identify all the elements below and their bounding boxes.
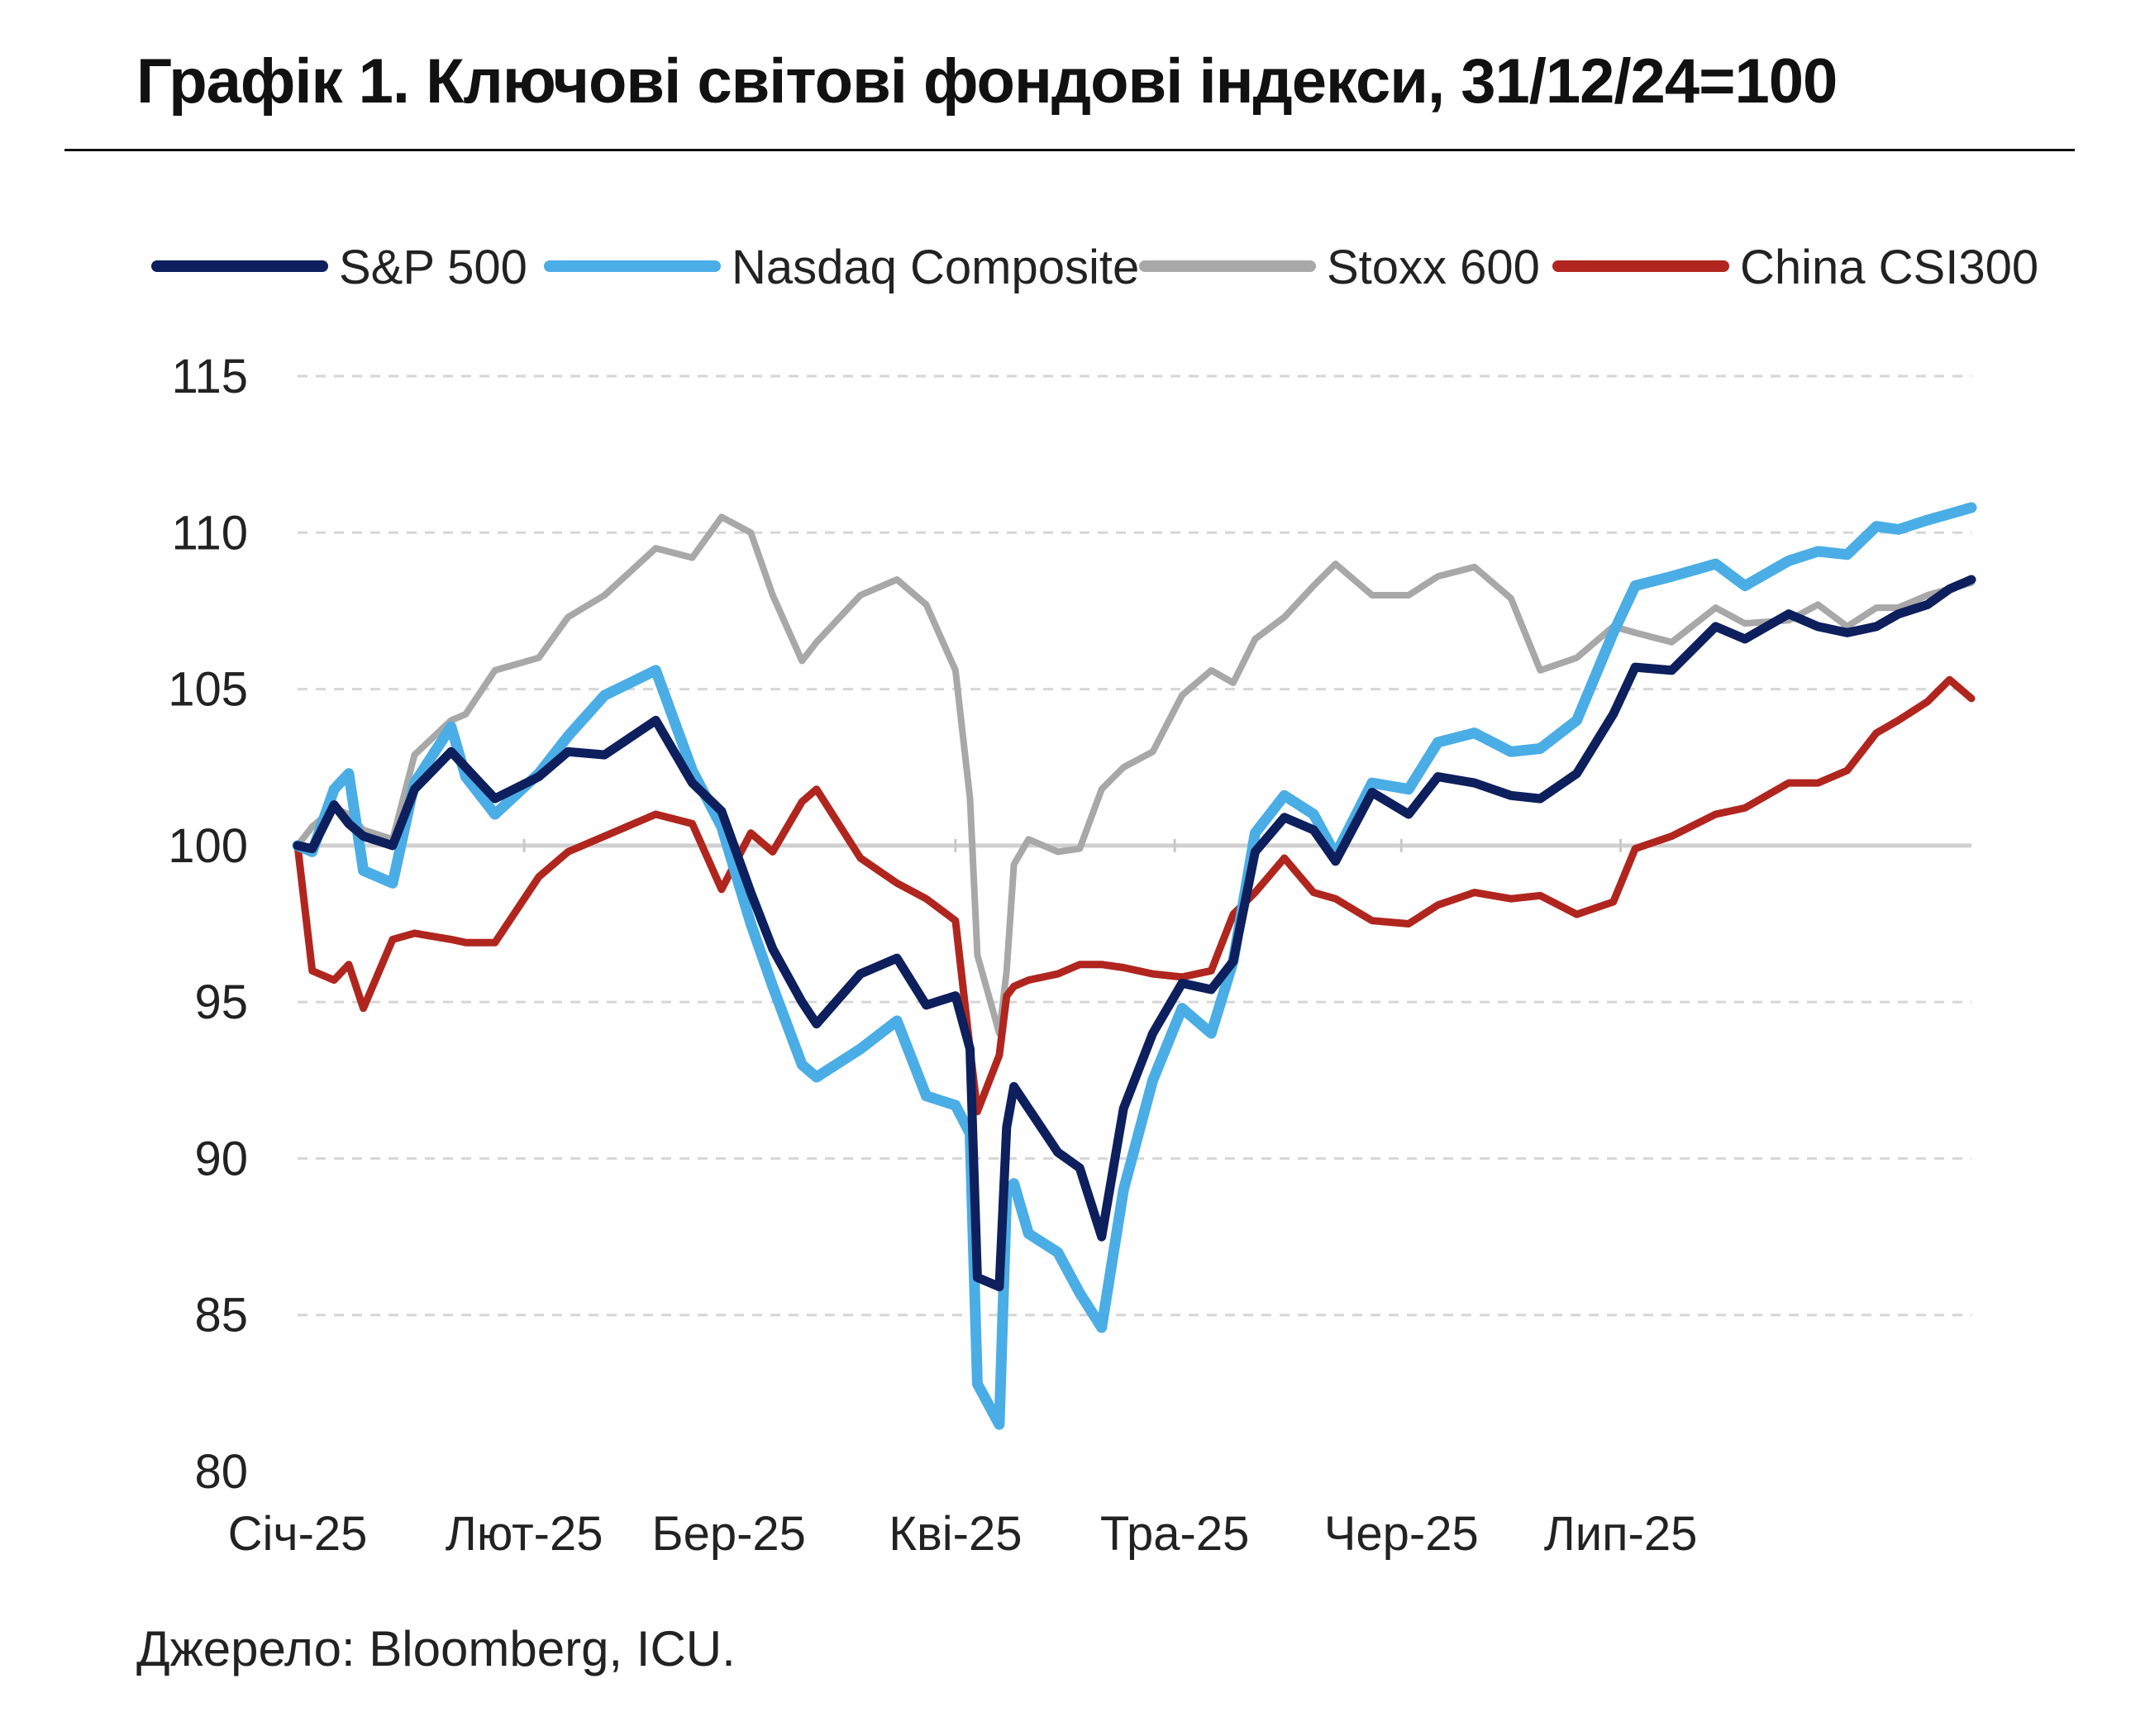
series-lines bbox=[292, 502, 1977, 1430]
y-tick-label: 95 bbox=[194, 975, 248, 1029]
gridlines bbox=[298, 374, 1971, 1317]
x-tick-label: Лют-25 bbox=[446, 1507, 603, 1561]
y-tick-label: 90 bbox=[194, 1132, 248, 1185]
y-axis: 80 85 90 95 100 105 110 115 bbox=[168, 350, 248, 1499]
chart-title: Графік 1. Ключові світові фондові індекс… bbox=[136, 46, 1838, 117]
x-tick-label: Чер-25 bbox=[1324, 1507, 1479, 1561]
legend-label: Stoxx 600 bbox=[1327, 241, 1540, 294]
y-tick-label: 85 bbox=[194, 1289, 248, 1343]
title-underline bbox=[64, 149, 2075, 151]
series-line-china-csi300 bbox=[293, 675, 1976, 1116]
x-tick-label: Бер-25 bbox=[652, 1507, 806, 1561]
y-tick-label: 115 bbox=[172, 350, 248, 403]
y-tick-label: 110 bbox=[172, 506, 248, 560]
legend: S&P 500 Nasdaq Composite Stoxx 600 China CS… bbox=[151, 241, 2038, 294]
series-line-stoxx-600 bbox=[294, 513, 1975, 1037]
y-tick-label: 80 bbox=[194, 1445, 248, 1499]
x-tick-label: Тра-25 bbox=[1100, 1507, 1250, 1561]
y-tick-label: 100 bbox=[168, 819, 248, 873]
legend-label: Nasdaq Composite bbox=[732, 241, 1139, 294]
line-chart: S&P 500 Nasdaq Composite Stoxx 600 China CS… bbox=[151, 241, 2038, 1561]
source-note: Джерело: Bloomberg, ICU. bbox=[136, 1621, 736, 1676]
x-axis: Січ-25 Лют-25 Бер-25 Кві-25 Тра-25 Чер-25 Лип-… bbox=[228, 838, 1698, 1561]
legend-label: S&P 500 bbox=[339, 241, 527, 294]
y-tick-label: 105 bbox=[168, 663, 248, 717]
x-tick-label: Кві-25 bbox=[889, 1507, 1022, 1561]
legend-label: China CSI300 bbox=[1740, 241, 2038, 294]
x-tick-label: Січ-25 bbox=[228, 1507, 368, 1561]
x-tick-label: Лип-25 bbox=[1544, 1507, 1698, 1561]
series-line-s-p-500 bbox=[293, 575, 1976, 1292]
